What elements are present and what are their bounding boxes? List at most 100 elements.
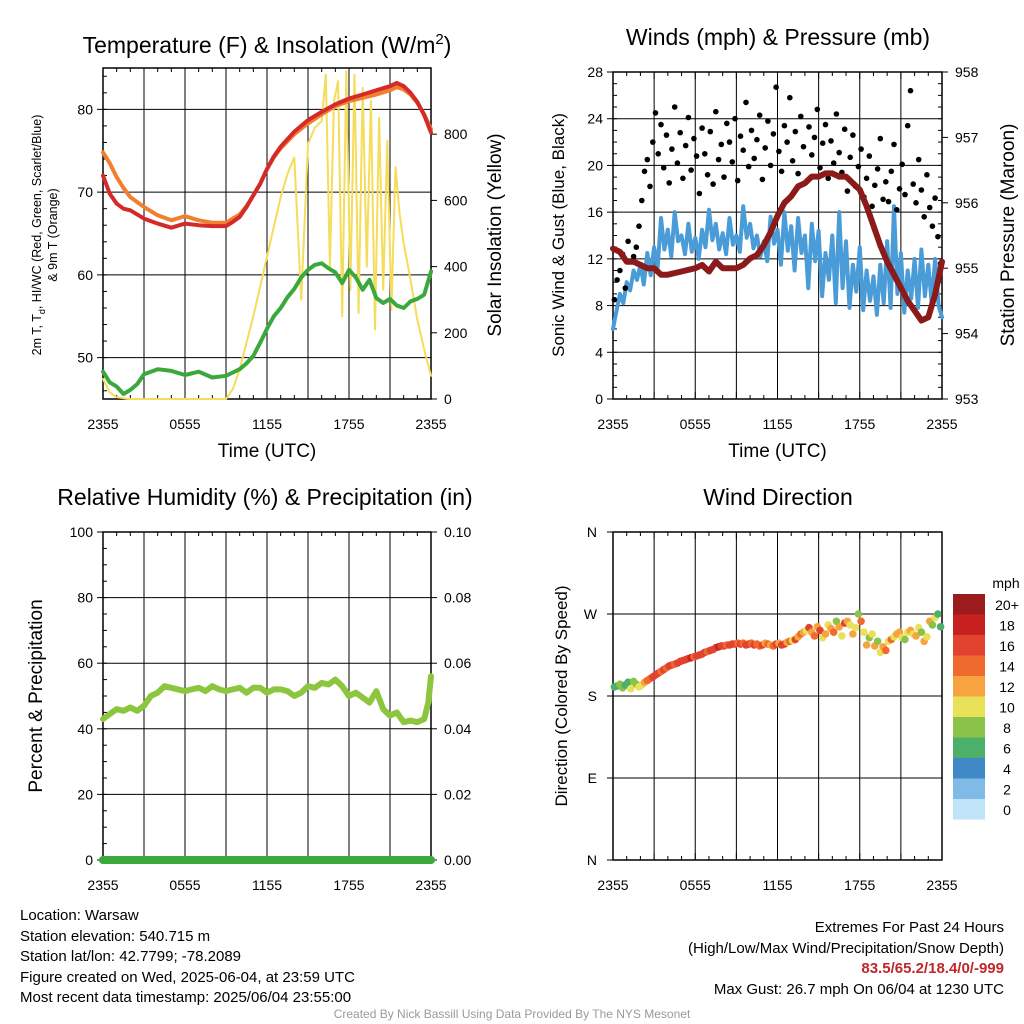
speed-colorbar: mph 20+ 18 16 14 12 10 8 6 4 2 0 xyxy=(953,575,1020,820)
gust-point xyxy=(858,146,864,152)
gust-point xyxy=(666,180,672,186)
gust-point xyxy=(896,186,903,192)
y-tick-label-right: 956 xyxy=(955,195,979,211)
gust-point xyxy=(660,165,667,171)
gust-point xyxy=(740,147,746,153)
gust-point xyxy=(625,238,631,245)
gust-point xyxy=(732,115,738,122)
colorbar-swatch xyxy=(953,696,985,717)
gust-point xyxy=(910,181,916,187)
y-tick-label-left: E xyxy=(588,770,597,786)
gust-point xyxy=(855,163,862,170)
gust-point xyxy=(622,285,629,291)
y-tick-label-right: 954 xyxy=(955,326,979,342)
x-tick-label: 2355 xyxy=(597,877,628,893)
x-tick-label: 1155 xyxy=(252,416,282,432)
gust-point xyxy=(762,145,768,151)
x-tick-label: 2355 xyxy=(926,877,957,893)
gust-point xyxy=(633,244,640,250)
colorbar-label: 8 xyxy=(1003,720,1011,736)
gust-point xyxy=(759,176,766,183)
gust-point xyxy=(707,128,714,135)
y-axis-title-left-line2: & 9m T (Orange) xyxy=(46,188,60,281)
gust-point xyxy=(844,188,851,194)
extremes-values: 83.5/65.2/18.4/0/-999 xyxy=(861,960,1004,977)
y-axis-title-left: Sonic Wind & Gust (Blue, Black) xyxy=(549,113,568,357)
gust-point xyxy=(795,170,801,177)
gust-point xyxy=(639,197,645,204)
x-tick-label: 1155 xyxy=(762,877,792,893)
colorbar-label: 10 xyxy=(999,700,1015,716)
gust-point xyxy=(891,141,897,148)
gust-point xyxy=(932,195,938,201)
y-axis-title-left: Direction (Colored By Speed) xyxy=(552,585,571,806)
gust-point xyxy=(902,191,908,198)
gust-point xyxy=(737,133,744,139)
y-tick-label-left: N xyxy=(587,852,597,868)
direction-point xyxy=(936,623,945,631)
colorbar-label: 14 xyxy=(999,659,1015,675)
colorbar-swatch xyxy=(953,717,985,738)
colorbar-swatch xyxy=(953,594,985,615)
gust-point xyxy=(652,110,659,116)
direction-point xyxy=(838,632,846,640)
gust-point xyxy=(798,113,804,120)
gust-point xyxy=(907,87,914,94)
gust-point xyxy=(869,203,875,210)
x-tick-label: 1755 xyxy=(844,416,875,432)
station-info: Location: Warsaw Station elevation: 540.… xyxy=(20,906,355,1009)
gust-point xyxy=(781,122,788,129)
gust-point xyxy=(833,111,840,117)
direction-point xyxy=(810,632,819,640)
gust-point xyxy=(693,153,700,159)
direction-point xyxy=(857,617,865,626)
gust-point xyxy=(688,167,694,173)
gust-point xyxy=(767,162,774,169)
colorbar-swatch xyxy=(953,799,985,820)
gust-point xyxy=(715,156,722,163)
y-tick-label-left: 12 xyxy=(587,251,603,267)
y-tick-label-right: 0.08 xyxy=(444,590,471,606)
y-tick-label-right: 0.02 xyxy=(444,786,471,802)
y-tick-label-left: 80 xyxy=(77,101,93,117)
gust-point xyxy=(921,214,927,220)
colorbar-label: 12 xyxy=(999,679,1015,695)
gust-point xyxy=(702,151,708,157)
gust-point xyxy=(792,128,799,135)
gust-point xyxy=(647,183,653,190)
gust-point xyxy=(904,122,911,129)
y-axis-title-right: Station Pressure (Maroon) xyxy=(998,124,1019,347)
direction-point xyxy=(835,623,843,631)
y-tick-label-right: 0.10 xyxy=(444,524,471,540)
gust-point xyxy=(641,168,648,175)
gust-point xyxy=(721,174,727,180)
gust-point xyxy=(685,114,692,121)
y-tick-label-left: 20 xyxy=(77,786,93,802)
y-tick-label-left: 80 xyxy=(77,590,93,606)
direction-point xyxy=(816,626,824,635)
gust-point xyxy=(765,118,771,124)
x-tick-label: 0555 xyxy=(169,877,200,893)
elevation-text: Station elevation: 540.715 m xyxy=(20,927,211,945)
gust-point xyxy=(866,153,873,159)
recent-data-text: Most recent data timestamp: 2025/06/04 2… xyxy=(20,989,352,1006)
y-axis-title-right: Solar Insolation (Yellow) xyxy=(485,133,506,336)
gust-point xyxy=(778,168,785,175)
y-tick-label-left: 40 xyxy=(77,721,93,737)
colorbar-swatch xyxy=(953,737,985,758)
colorbar-label: 6 xyxy=(1003,741,1011,757)
gust-point xyxy=(677,129,683,136)
colorbar-swatch xyxy=(953,758,985,779)
gust-point xyxy=(863,175,870,182)
max-gust-text: Max Gust: 26.7 mph On 06/04 at 1230 UTC xyxy=(713,980,1004,998)
y-tick-label-left: 4 xyxy=(595,344,603,360)
y-tick-label-left: 100 xyxy=(70,524,94,540)
y-tick-label-right: 955 xyxy=(955,260,979,276)
y-tick-label-left: W xyxy=(584,606,598,622)
x-tick-label: 1755 xyxy=(844,877,875,893)
latlon-text: Station lat/lon: 42.7799; -78.2089 xyxy=(20,948,242,965)
y-tick-label-right: 400 xyxy=(444,259,468,275)
colorbar-label: 4 xyxy=(1003,761,1011,777)
x-axis-title: Time (UTC) xyxy=(218,441,317,462)
